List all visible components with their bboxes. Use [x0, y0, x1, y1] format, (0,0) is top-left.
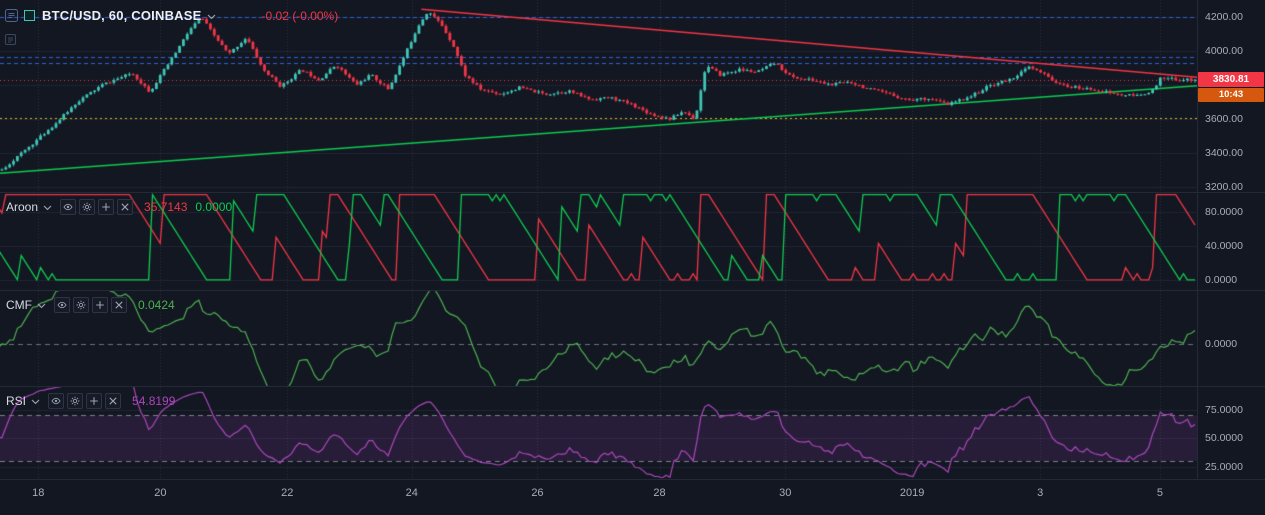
last-price-tag: 3830.81 [1198, 72, 1264, 88]
price-scale-label: 3200.00 [1205, 180, 1243, 193]
aroon-scale-label: 80.0000 [1205, 205, 1243, 218]
cmf-legend: CMF 0.0424 [6, 297, 175, 313]
plus-icon[interactable] [98, 199, 115, 215]
aroon-legend: Aroon 35.7143 0.0000 [6, 199, 232, 215]
time-label: 18 [32, 487, 45, 499]
rsi-legend: RSI 54.8199 [6, 393, 175, 409]
pane-resize-handle[interactable] [0, 386, 1265, 387]
price-scale-label: 4000.00 [1205, 44, 1243, 57]
rsi-scale-label: 75.0000 [1205, 403, 1243, 416]
gear-icon[interactable] [79, 199, 96, 215]
gear-icon[interactable] [67, 393, 84, 409]
pane-resize-handle[interactable] [0, 290, 1265, 291]
aroon-up-value: 35.7143 [144, 200, 188, 214]
menu-icon[interactable] [5, 9, 18, 22]
plus-icon[interactable] [86, 393, 103, 409]
series-style-icon [24, 10, 35, 21]
price-scale-label: 4200.00 [1205, 10, 1243, 23]
close-icon[interactable] [117, 199, 134, 215]
plus-icon[interactable] [92, 297, 108, 313]
chevron-down-icon[interactable] [43, 205, 52, 211]
time-label: 22 [281, 487, 294, 499]
legend-buttons [48, 393, 124, 409]
time-label: 26 [531, 487, 544, 499]
time-label: 24 [405, 487, 418, 499]
aroon-down-value: 0.0000 [195, 200, 233, 214]
legend-buttons [54, 297, 130, 313]
rsi-value: 54.8199 [132, 394, 176, 408]
close-icon[interactable] [105, 393, 122, 409]
aroon-scale-label: 40.0000 [1205, 239, 1243, 252]
indicator-name-aroon[interactable]: Aroon [6, 200, 39, 214]
price-scale-label: 3400.00 [1205, 146, 1243, 159]
time-label: 2019 [899, 487, 925, 499]
chevron-down-icon[interactable] [37, 303, 46, 309]
chevron-down-icon[interactable] [31, 399, 40, 405]
rsi-scale-label: 25.0000 [1205, 460, 1243, 473]
time-label: 20 [154, 487, 167, 499]
cmf-scale-label: 0.0000 [1205, 338, 1238, 351]
time-label: 28 [653, 487, 666, 499]
symbol-legend: BTC/USD, 60, COINBASE -0.02 (-0.00%) [5, 8, 338, 23]
bar-countdown-tag: 10:43 [1198, 87, 1264, 102]
close-icon[interactable] [111, 297, 127, 313]
aroon-scale-label: 0.0000 [1205, 273, 1238, 286]
eye-icon[interactable] [60, 199, 77, 215]
eye-icon[interactable] [48, 393, 65, 409]
price-scale[interactable]: 4200.00 4000.00 3600.00 3400.00 3200.00 80.00… [1197, 0, 1265, 479]
time-label: 3 [1037, 487, 1044, 499]
indicator-name-cmf[interactable]: CMF [6, 298, 32, 312]
price-change: -0.02 (-0.00%) [261, 8, 339, 23]
time-label: 30 [779, 487, 792, 499]
rsi-scale-label: 50.0000 [1205, 432, 1243, 445]
time-scale[interactable]: 18 20 22 24 26 28 30 2019 3 5 [0, 479, 1265, 515]
price-chart-canvas[interactable] [0, 0, 1197, 479]
chevron-down-icon[interactable] [207, 14, 216, 20]
time-label: 5 [1156, 487, 1163, 499]
eye-icon[interactable] [54, 297, 70, 313]
gear-icon[interactable] [73, 297, 89, 313]
symbol-title[interactable]: BTC/USD, 60, COINBASE [42, 8, 202, 23]
indicator-name-rsi[interactable]: RSI [6, 394, 27, 408]
legend-buttons [60, 199, 136, 215]
objects-tree-icon[interactable] [5, 34, 16, 45]
cmf-value: 0.0424 [138, 298, 175, 312]
price-scale-label: 3600.00 [1205, 112, 1243, 125]
pane-resize-handle[interactable] [0, 192, 1265, 193]
